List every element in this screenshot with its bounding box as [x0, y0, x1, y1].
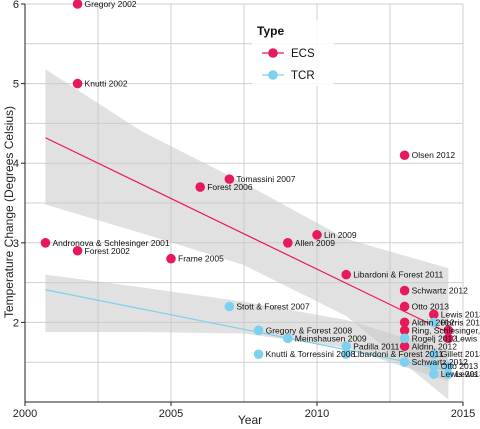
- ecs-point: [429, 309, 439, 320]
- ecs-point-label: Libardoni & Forest 2011: [353, 270, 443, 280]
- tcr-point-label: Padilla 2011: [353, 341, 399, 351]
- x-tick-label: 2000: [13, 408, 37, 420]
- tcr-point: [443, 361, 454, 371]
- ecs-point-label: Aldrin 2012: [412, 317, 455, 327]
- ecs-point: [399, 285, 410, 296]
- ecs-point-label: Lewis 2014: [455, 333, 480, 343]
- tcr-point-label: Schwartz 2012: [412, 357, 468, 367]
- ecs-point: [72, 78, 83, 89]
- tcr-point-label: Gregory & Forest 2008: [266, 325, 353, 335]
- point-labels: Gregory 2002 Knutti 2002 Andronova & Schle…: [52, 0, 480, 379]
- tcr-trend-line: [45, 289, 449, 371]
- ecs-point-label: Allen 2009: [295, 238, 335, 248]
- ecs-point: [195, 182, 205, 192]
- ecs-point: [399, 317, 410, 328]
- legend-label: TCR: [291, 70, 315, 82]
- axes: 2000 2005 2010 2015 2 3 4 5 6: [13, 0, 475, 420]
- tcr-point: [399, 333, 410, 344]
- y-tick-label: 5: [13, 79, 19, 91]
- ecs-point: [283, 238, 293, 248]
- ecs-point: [399, 341, 410, 352]
- ecs-trend-line: [45, 137, 449, 334]
- tcr-point: [399, 357, 410, 368]
- tcr-point: [429, 369, 439, 379]
- ecs-point-label: Gregory 2002: [85, 0, 137, 9]
- ecs-point: [443, 333, 454, 344]
- tcr-point-label: Libardoni & Forest 2011: [353, 349, 443, 359]
- tcr-point: [283, 333, 293, 344]
- ecs-point-label: Aldrin, 2012: [412, 341, 458, 351]
- legend-title: Type: [257, 24, 284, 38]
- tcr-point: [443, 369, 454, 379]
- confidence-bands: [45, 69, 449, 400]
- ecs-point: [399, 301, 410, 312]
- y-tick-label: 2: [13, 317, 19, 329]
- tcr-point: [341, 341, 352, 352]
- legend-swatch-dot: [268, 70, 278, 80]
- ecs-point-label: Otto 2013: [412, 301, 450, 311]
- x-tick-label: 2005: [159, 408, 183, 420]
- x-axis-title: Year: [238, 413, 262, 427]
- x-tick-label: 2015: [451, 408, 475, 420]
- tcr-point-label: Knutti & Torressini 2008: [266, 349, 356, 359]
- tcr-point-label: Stott & Forest 2007: [236, 301, 310, 311]
- tcr-point-label: Otto 2013: [441, 361, 479, 371]
- tcr-point-label: Lewis 2014: [455, 369, 480, 379]
- ecs-point-label: Frame 2005: [178, 254, 224, 264]
- ecs-point-label: Lewis 2013: [441, 309, 480, 319]
- legend-swatch-dot: [268, 48, 278, 58]
- ecs-point-label: Knutti 2002: [85, 79, 128, 89]
- ecs-point-label: Forest 2006: [207, 182, 253, 192]
- tcr-point: [253, 349, 264, 360]
- tcr-point-label: Lewis 2013: [441, 369, 480, 379]
- x-tick-label: 2010: [305, 408, 329, 420]
- tcr-confidence-band: [45, 274, 449, 382]
- tcr-point-label: Meinshausen 2009: [295, 333, 367, 343]
- ecs-point: [72, 0, 83, 9]
- ecs-confidence-band: [45, 69, 449, 400]
- tcr-point: [429, 317, 439, 328]
- ecs-point: [224, 174, 235, 184]
- ecs-point-label: Forest 2002: [85, 246, 131, 256]
- ecs-point-label: Tomassini 2007: [236, 174, 295, 184]
- ecs-point: [312, 230, 322, 240]
- y-tick-label: 3: [13, 238, 19, 250]
- ecs-point: [72, 245, 83, 256]
- tcr-point: [224, 301, 235, 312]
- ecs-point-label: Olsen 2012: [412, 150, 456, 160]
- y-tick-label: 4: [13, 158, 19, 170]
- tcr-point: [429, 349, 439, 360]
- ecs-point: [341, 269, 352, 280]
- legend-label: ECS: [291, 48, 315, 60]
- tcr-point-label: Harris 2013: [441, 317, 480, 327]
- data-points: [40, 0, 454, 379]
- legend: Type ECS TCR: [252, 20, 334, 86]
- ecs-point: [399, 150, 410, 161]
- ecs-point: [443, 325, 454, 336]
- ecs-point-label: Andronova & Schlesinger 2001: [52, 238, 169, 248]
- tcr-point: [253, 325, 264, 336]
- tcr-point-label: Gillett 2013: [441, 349, 480, 359]
- ecs-point-label: Schwartz 2012: [412, 286, 468, 296]
- tcr-point-label: Rogelj 2012: [412, 333, 458, 343]
- ecs-point: [399, 325, 410, 336]
- tcr-point: [341, 349, 352, 360]
- ecs-point-label: Ring, Schlesinger, 2012: [412, 325, 480, 335]
- ecs-point: [166, 253, 176, 264]
- trend-lines: [45, 137, 449, 371]
- ecs-point-label: Lin 2009: [324, 230, 357, 240]
- y-axis-title: Temperature Change (Degrees Celsius): [2, 106, 16, 318]
- y-tick-label: 6: [13, 0, 19, 11]
- ecs-point: [40, 238, 51, 248]
- tcr-point: [429, 361, 439, 371]
